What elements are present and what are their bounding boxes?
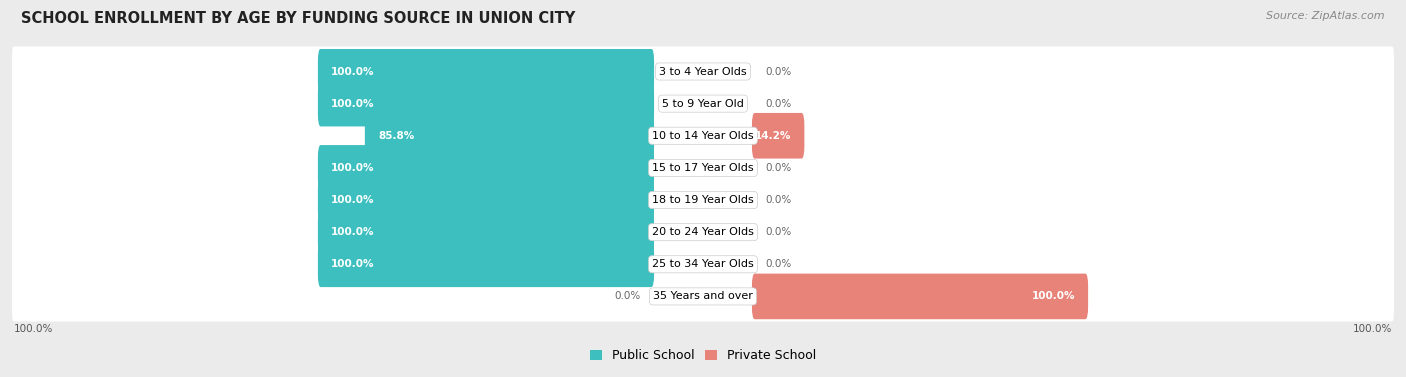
FancyBboxPatch shape [752, 274, 1088, 319]
Text: 0.0%: 0.0% [765, 163, 792, 173]
Text: 15 to 17 Year Olds: 15 to 17 Year Olds [652, 163, 754, 173]
FancyBboxPatch shape [318, 242, 654, 287]
Text: 100.0%: 100.0% [1032, 291, 1076, 302]
Text: 10 to 14 Year Olds: 10 to 14 Year Olds [652, 131, 754, 141]
FancyBboxPatch shape [318, 145, 654, 191]
Text: 100.0%: 100.0% [330, 227, 374, 237]
FancyBboxPatch shape [318, 177, 654, 223]
Text: 35 Years and over: 35 Years and over [652, 291, 754, 302]
Text: 100.0%: 100.0% [330, 163, 374, 173]
Text: 100.0%: 100.0% [330, 259, 374, 269]
FancyBboxPatch shape [318, 49, 654, 94]
Text: SCHOOL ENROLLMENT BY AGE BY FUNDING SOURCE IN UNION CITY: SCHOOL ENROLLMENT BY AGE BY FUNDING SOUR… [21, 11, 575, 26]
FancyBboxPatch shape [13, 239, 1393, 290]
Text: 100.0%: 100.0% [330, 195, 374, 205]
Text: 0.0%: 0.0% [765, 99, 792, 109]
FancyBboxPatch shape [318, 81, 654, 126]
Text: 100.0%: 100.0% [14, 323, 53, 334]
FancyBboxPatch shape [13, 78, 1393, 129]
Text: 0.0%: 0.0% [765, 66, 792, 77]
Text: Source: ZipAtlas.com: Source: ZipAtlas.com [1267, 11, 1385, 21]
Text: 85.8%: 85.8% [378, 131, 415, 141]
FancyBboxPatch shape [318, 209, 654, 255]
Text: 100.0%: 100.0% [1353, 323, 1392, 334]
Text: 0.0%: 0.0% [765, 227, 792, 237]
Text: 0.0%: 0.0% [765, 259, 792, 269]
Text: 0.0%: 0.0% [614, 291, 641, 302]
Text: 0.0%: 0.0% [765, 195, 792, 205]
FancyBboxPatch shape [13, 271, 1393, 322]
Text: 14.2%: 14.2% [755, 131, 792, 141]
Text: 100.0%: 100.0% [330, 99, 374, 109]
Text: 3 to 4 Year Olds: 3 to 4 Year Olds [659, 66, 747, 77]
FancyBboxPatch shape [752, 113, 804, 159]
Legend: Public School, Private School: Public School, Private School [589, 349, 817, 362]
Text: 20 to 24 Year Olds: 20 to 24 Year Olds [652, 227, 754, 237]
Text: 5 to 9 Year Old: 5 to 9 Year Old [662, 99, 744, 109]
FancyBboxPatch shape [13, 111, 1393, 161]
Text: 25 to 34 Year Olds: 25 to 34 Year Olds [652, 259, 754, 269]
FancyBboxPatch shape [364, 113, 654, 159]
FancyBboxPatch shape [13, 143, 1393, 193]
FancyBboxPatch shape [13, 46, 1393, 97]
FancyBboxPatch shape [13, 175, 1393, 225]
FancyBboxPatch shape [13, 207, 1393, 257]
Text: 100.0%: 100.0% [330, 66, 374, 77]
Text: 18 to 19 Year Olds: 18 to 19 Year Olds [652, 195, 754, 205]
